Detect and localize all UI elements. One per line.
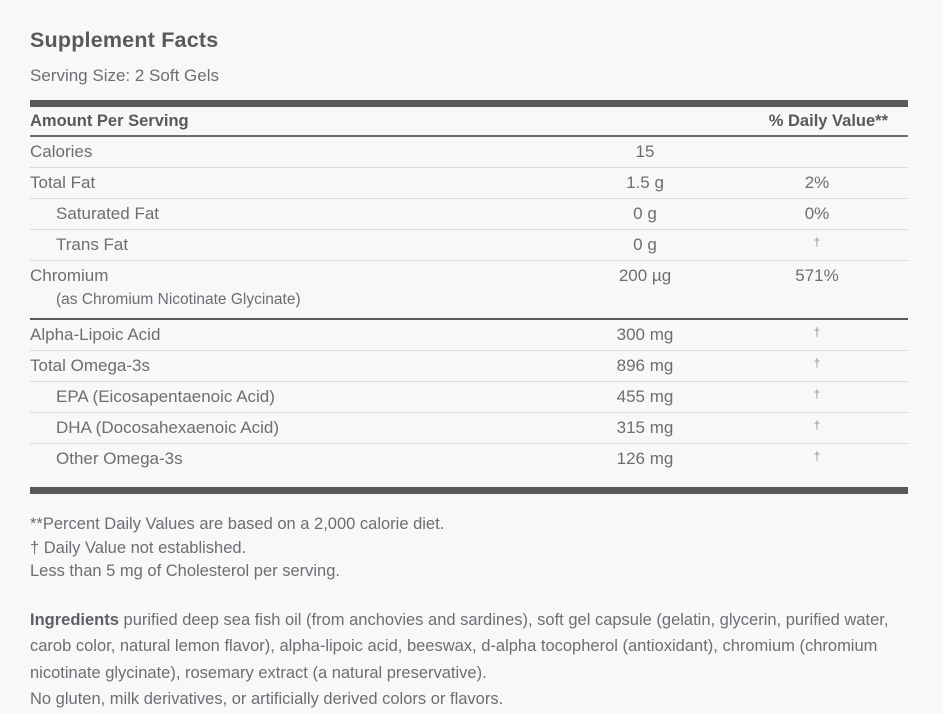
table-row-other-omega-3s: Other Omega-3s 126 mg † [30, 444, 908, 474]
table-row-calories: Calories 15 [30, 137, 908, 168]
nutrient-daily-value: † [813, 356, 821, 370]
daily-value-header: % Daily Value** [768, 111, 888, 130]
nutrient-amount: 200 µg [618, 266, 672, 285]
nutrient-daily-value: † [813, 449, 821, 463]
table-row-total-fat: Total Fat 1.5 g 2% [30, 168, 908, 199]
nutrient-daily-value: † [813, 235, 821, 249]
nutrient-name: DHA (Docosahexaenoic Acid) [56, 418, 280, 437]
ingredients-block: Ingredients purified deep sea fish oil (… [30, 607, 908, 713]
table-row-saturated-fat: Saturated Fat 0 g 0% [30, 199, 908, 230]
nutrient-daily-value: 571% [795, 266, 839, 285]
table-row-chromium: Chromium 200 µg 571% (as Chromium Nicoti… [30, 261, 908, 320]
nutrient-name: Alpha-Lipoic Acid [30, 325, 161, 344]
nutrient-amount: 896 mg [616, 356, 674, 375]
ingredients-text: purified deep sea fish oil (from anchovi… [30, 610, 889, 682]
nutrient-name: Total Fat [30, 173, 96, 192]
nutrient-amount: 455 mg [616, 387, 674, 406]
amount-per-serving-header: Amount Per Serving [30, 111, 189, 130]
table-row-dha: DHA (Docosahexaenoic Acid) 315 mg † [30, 413, 908, 444]
nutrient-amount: 126 mg [616, 449, 674, 468]
allergen-statement: No gluten, milk derivatives, or artifici… [30, 690, 504, 708]
top-divider-bar [30, 100, 908, 107]
nutrient-amount: 1.5 g [626, 173, 664, 192]
nutrient-daily-value: † [813, 325, 821, 339]
table-row-total-omega-3s: Total Omega-3s 896 mg † [30, 351, 908, 382]
nutrient-name: Total Omega-3s [30, 356, 150, 375]
footnote-daily-values: **Percent Daily Values are based on a 2,… [30, 515, 445, 533]
nutrient-daily-value: † [813, 387, 821, 401]
nutrient-source-note: (as Chromium Nicotinate Glycinate) [56, 291, 301, 308]
bottom-divider-bar [30, 487, 908, 494]
footnotes-block: **Percent Daily Values are based on a 2,… [30, 513, 908, 584]
ingredients-paragraph: Ingredients purified deep sea fish oil (… [30, 607, 908, 687]
nutrient-name: EPA (Eicosapentaenoic Acid) [56, 387, 275, 406]
nutrient-name: Trans Fat [56, 235, 129, 254]
footnote-cholesterol: Less than 5 mg of Cholesterol per servin… [30, 562, 340, 580]
nutrient-name: Other Omega-3s [56, 449, 183, 468]
page-title: Supplement Facts [30, 28, 219, 52]
nutrient-amount: 300 mg [616, 325, 674, 344]
nutrient-name: Chromium [30, 266, 109, 285]
footnote-dagger: † Daily Value not established. [30, 538, 247, 557]
nutrient-amount: 0 g [633, 204, 657, 223]
nutrient-amount: 315 mg [616, 418, 674, 437]
serving-size: Serving Size: 2 Soft Gels [30, 66, 219, 85]
nutrient-amount: 15 [635, 142, 655, 161]
ingredients-label: Ingredients [30, 610, 119, 629]
table-row-alpha-lipoic-acid: Alpha-Lipoic Acid 300 mg † [30, 320, 908, 351]
nutrient-daily-value: 2% [804, 173, 830, 192]
nutrient-daily-value: 0% [804, 204, 830, 223]
table-header-row: Amount Per Serving % Daily Value** [30, 107, 908, 137]
table-row-epa: EPA (Eicosapentaenoic Acid) 455 mg † [30, 382, 908, 413]
nutrient-amount: 0 g [633, 235, 657, 254]
nutrient-name: Saturated Fat [56, 204, 160, 223]
nutrient-daily-value: † [813, 418, 821, 432]
table-row-trans-fat: Trans Fat 0 g † [30, 230, 908, 261]
nutrient-name: Calories [30, 142, 93, 161]
